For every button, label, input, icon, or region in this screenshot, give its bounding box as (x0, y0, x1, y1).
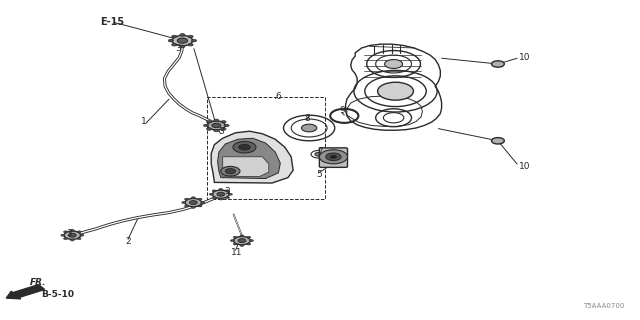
Text: 2: 2 (125, 237, 131, 246)
Circle shape (184, 205, 188, 207)
Circle shape (204, 124, 209, 127)
Circle shape (63, 238, 67, 240)
Circle shape (221, 121, 226, 123)
Circle shape (188, 44, 193, 46)
Circle shape (201, 202, 205, 204)
Text: 3: 3 (175, 44, 180, 53)
Circle shape (247, 243, 251, 245)
Circle shape (188, 35, 193, 38)
Circle shape (492, 138, 504, 144)
Circle shape (230, 240, 234, 242)
Circle shape (77, 231, 81, 233)
Circle shape (330, 155, 337, 158)
Circle shape (177, 38, 188, 43)
Circle shape (212, 197, 216, 199)
Circle shape (228, 193, 232, 195)
Circle shape (221, 128, 226, 130)
Polygon shape (211, 131, 293, 183)
Text: 3: 3 (218, 127, 223, 136)
Circle shape (172, 36, 193, 46)
Circle shape (61, 234, 65, 236)
Circle shape (233, 141, 256, 153)
Circle shape (63, 231, 67, 233)
Circle shape (207, 121, 225, 130)
Circle shape (180, 34, 185, 36)
Circle shape (212, 190, 216, 192)
Circle shape (492, 61, 504, 67)
Circle shape (182, 202, 186, 204)
Circle shape (238, 239, 246, 243)
Text: FR.: FR. (30, 278, 47, 287)
Circle shape (315, 152, 323, 156)
Circle shape (233, 236, 237, 238)
Text: 11: 11 (231, 248, 243, 257)
Circle shape (326, 153, 341, 161)
Circle shape (70, 229, 74, 231)
Circle shape (70, 239, 74, 241)
Text: 7: 7 (317, 147, 323, 156)
Circle shape (172, 44, 177, 46)
Text: 10: 10 (519, 162, 531, 171)
Text: 3: 3 (225, 188, 230, 196)
Circle shape (239, 144, 250, 150)
Circle shape (225, 169, 236, 174)
Circle shape (240, 235, 244, 237)
Circle shape (180, 45, 185, 48)
Text: T5AAA0700: T5AAA0700 (582, 303, 624, 309)
Circle shape (378, 82, 413, 100)
Circle shape (214, 129, 219, 132)
Circle shape (80, 234, 84, 236)
Circle shape (191, 206, 195, 208)
Circle shape (198, 205, 202, 207)
Circle shape (250, 240, 253, 242)
Text: 5: 5 (316, 170, 321, 179)
Circle shape (247, 236, 251, 238)
FancyArrow shape (6, 284, 45, 299)
Circle shape (233, 243, 237, 245)
Text: 10: 10 (519, 53, 531, 62)
Text: B-5-10: B-5-10 (41, 290, 74, 299)
Circle shape (77, 238, 81, 240)
Circle shape (64, 231, 81, 239)
Circle shape (68, 233, 76, 237)
Text: 1: 1 (141, 117, 147, 126)
Circle shape (301, 124, 317, 132)
Text: 3: 3 (67, 229, 72, 238)
Circle shape (226, 197, 230, 199)
Circle shape (226, 190, 230, 192)
Circle shape (319, 150, 348, 164)
Circle shape (172, 35, 177, 38)
Circle shape (214, 119, 219, 122)
Circle shape (184, 198, 188, 200)
Circle shape (168, 39, 173, 42)
Circle shape (189, 201, 197, 204)
Circle shape (234, 236, 250, 245)
Circle shape (207, 121, 212, 123)
Circle shape (221, 166, 240, 176)
Circle shape (385, 60, 403, 68)
FancyBboxPatch shape (319, 148, 348, 167)
Polygon shape (218, 138, 280, 179)
Text: 8: 8 (305, 114, 310, 123)
Circle shape (217, 192, 225, 196)
Polygon shape (223, 157, 269, 177)
Circle shape (219, 198, 223, 200)
Text: 6: 6 (276, 92, 281, 100)
Circle shape (209, 193, 213, 195)
Circle shape (207, 128, 212, 130)
Text: 9: 9 (339, 106, 344, 115)
Circle shape (191, 39, 196, 42)
Text: E-15: E-15 (100, 17, 124, 28)
Circle shape (212, 123, 221, 128)
Circle shape (198, 198, 202, 200)
Circle shape (219, 188, 223, 190)
Circle shape (185, 198, 202, 207)
Circle shape (191, 197, 195, 199)
Circle shape (224, 124, 229, 127)
Circle shape (212, 190, 229, 198)
Circle shape (240, 244, 244, 246)
